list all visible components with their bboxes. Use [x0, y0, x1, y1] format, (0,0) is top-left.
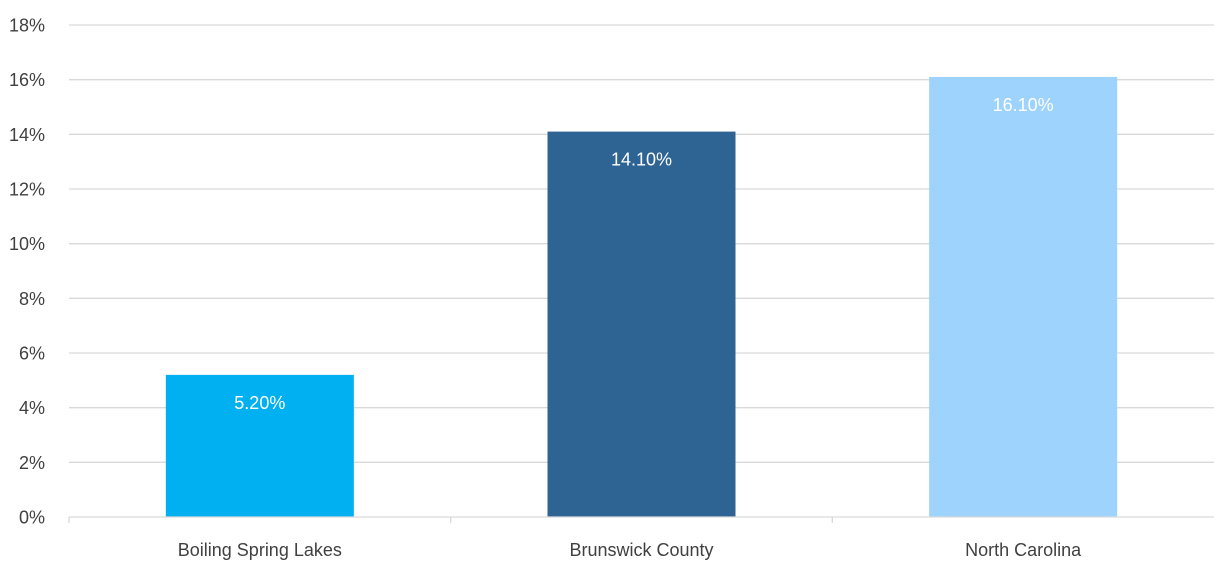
x-tick-label: Brunswick County: [569, 540, 713, 560]
y-tick-label: 16%: [9, 70, 45, 90]
y-tick-label: 8%: [19, 289, 45, 309]
axes: [68, 516, 1214, 523]
labels: 0% 2% 4% 6% 8% 10% 12% 14% 16% 18% 5.20% Boiling Sp…: [9, 16, 1082, 561]
bar-brunswick-county: [547, 131, 736, 517]
y-tick-label: 10%: [9, 234, 45, 254]
y-tick-label: 2%: [19, 453, 45, 473]
y-tick-label: 18%: [9, 16, 45, 36]
y-tick-label: 6%: [19, 344, 45, 364]
y-tick-label: 0%: [19, 508, 45, 528]
bar-north-carolina: [929, 76, 1118, 517]
data-label: 16.10%: [993, 95, 1054, 115]
bar-boiling-spring-lakes: [165, 374, 354, 517]
y-tick-label: 14%: [9, 125, 45, 145]
bars: [165, 76, 1118, 517]
x-tick-label: North Carolina: [965, 540, 1082, 560]
data-label: 14.10%: [611, 150, 672, 170]
x-tick-label: Boiling Spring Lakes: [178, 540, 342, 560]
y-tick-label: 4%: [19, 398, 45, 418]
y-tick-label: 12%: [9, 180, 45, 200]
data-label: 5.20%: [234, 393, 285, 413]
